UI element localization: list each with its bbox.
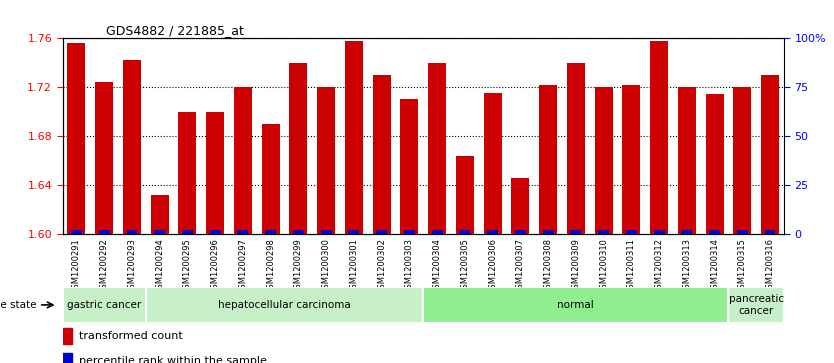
- Text: GSM1200310: GSM1200310: [599, 238, 608, 294]
- Bar: [345, 41, 363, 234]
- Bar: [733, 87, 751, 234]
- Bar: [289, 63, 308, 234]
- Text: GSM1200300: GSM1200300: [322, 238, 330, 294]
- Text: GSM1200304: GSM1200304: [433, 238, 442, 294]
- Bar: [511, 178, 530, 234]
- Bar: [123, 60, 141, 234]
- Bar: [728, 287, 784, 323]
- Bar: [567, 63, 585, 234]
- Bar: [63, 352, 72, 363]
- Bar: [404, 230, 414, 234]
- Bar: [321, 230, 332, 234]
- Bar: [598, 230, 609, 234]
- Bar: [63, 328, 72, 344]
- Text: GSM1200315: GSM1200315: [738, 238, 746, 294]
- Text: GSM1200302: GSM1200302: [377, 238, 386, 294]
- Bar: [626, 230, 637, 234]
- Bar: [146, 287, 424, 323]
- Bar: [654, 230, 665, 234]
- Bar: [681, 230, 692, 234]
- Bar: [373, 75, 390, 234]
- Text: hepatocellular carcinoma: hepatocellular carcinoma: [219, 300, 351, 310]
- Text: GSM1200298: GSM1200298: [266, 238, 275, 294]
- Bar: [515, 230, 525, 234]
- Bar: [293, 230, 304, 234]
- Text: GSM1200301: GSM1200301: [349, 238, 359, 294]
- Text: GSM1200314: GSM1200314: [710, 238, 719, 294]
- Bar: [622, 85, 641, 234]
- Text: GSM1200308: GSM1200308: [544, 238, 553, 294]
- Bar: [376, 230, 387, 234]
- Bar: [765, 230, 776, 234]
- Text: GSM1200297: GSM1200297: [239, 238, 248, 294]
- Bar: [317, 87, 335, 234]
- Bar: [238, 230, 249, 234]
- Bar: [456, 156, 474, 234]
- Bar: [650, 41, 668, 234]
- Text: gastric cancer: gastric cancer: [67, 300, 141, 310]
- Bar: [432, 230, 443, 234]
- Bar: [400, 99, 419, 234]
- Bar: [570, 230, 581, 234]
- Text: GSM1200299: GSM1200299: [294, 238, 303, 294]
- Bar: [262, 124, 279, 234]
- Bar: [761, 75, 779, 234]
- Bar: [68, 43, 85, 234]
- Bar: [737, 230, 748, 234]
- Bar: [63, 287, 146, 323]
- Bar: [151, 195, 168, 234]
- Bar: [234, 87, 252, 234]
- Bar: [154, 230, 165, 234]
- Text: GSM1200312: GSM1200312: [655, 238, 664, 294]
- Text: GSM1200307: GSM1200307: [516, 238, 525, 294]
- Text: GSM1200309: GSM1200309: [571, 238, 580, 294]
- Bar: [460, 230, 470, 234]
- Bar: [71, 230, 82, 234]
- Text: disease state: disease state: [0, 300, 36, 310]
- Text: percentile rank within the sample: percentile rank within the sample: [78, 356, 267, 363]
- Text: transformed count: transformed count: [78, 331, 183, 341]
- Text: GDS4882 / 221885_at: GDS4882 / 221885_at: [106, 24, 244, 37]
- Text: GSM1200293: GSM1200293: [128, 238, 137, 294]
- Text: GSM1200291: GSM1200291: [72, 238, 81, 294]
- Bar: [709, 230, 720, 234]
- Text: pancreatic
cancer: pancreatic cancer: [729, 294, 784, 316]
- Text: GSM1200305: GSM1200305: [460, 238, 470, 294]
- Text: GSM1200311: GSM1200311: [627, 238, 636, 294]
- Bar: [182, 230, 193, 234]
- Bar: [487, 230, 498, 234]
- Bar: [539, 85, 557, 234]
- Text: normal: normal: [557, 300, 595, 310]
- Bar: [428, 63, 446, 234]
- Text: GSM1200316: GSM1200316: [766, 238, 775, 294]
- Bar: [706, 94, 724, 234]
- Bar: [484, 93, 501, 234]
- Bar: [595, 87, 613, 234]
- Bar: [127, 230, 138, 234]
- Text: GSM1200295: GSM1200295: [183, 238, 192, 294]
- Bar: [423, 287, 728, 323]
- Bar: [95, 82, 113, 234]
- Bar: [678, 87, 696, 234]
- Bar: [543, 230, 554, 234]
- Bar: [265, 230, 276, 234]
- Bar: [178, 112, 197, 234]
- Bar: [206, 112, 224, 234]
- Text: GSM1200313: GSM1200313: [682, 238, 691, 294]
- Text: GSM1200292: GSM1200292: [100, 238, 108, 294]
- Text: GSM1200296: GSM1200296: [211, 238, 219, 294]
- Bar: [98, 230, 109, 234]
- Bar: [349, 230, 359, 234]
- Text: GSM1200303: GSM1200303: [404, 238, 414, 294]
- Bar: [209, 230, 220, 234]
- Text: GSM1200306: GSM1200306: [488, 238, 497, 294]
- Text: GSM1200294: GSM1200294: [155, 238, 164, 294]
